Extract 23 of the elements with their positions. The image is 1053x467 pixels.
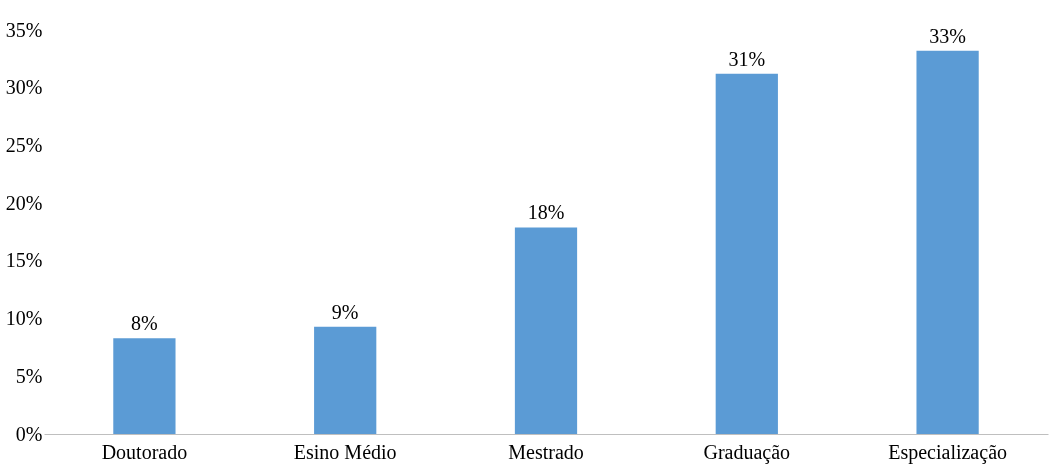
y-tick-label: 35% — [5, 18, 43, 41]
bar — [715, 73, 778, 434]
y-tick-label: 25% — [5, 133, 43, 156]
y-tick-label: 20% — [5, 191, 43, 214]
x-tick-label: Doutorado — [101, 440, 188, 463]
data-label: 8% — [131, 312, 158, 335]
bar — [314, 326, 377, 434]
data-label: 33% — [929, 24, 966, 47]
data-label: 31% — [728, 47, 766, 70]
bar — [916, 50, 979, 434]
y-tick-label: 10% — [5, 307, 43, 330]
bar — [514, 227, 578, 434]
bar — [113, 338, 176, 434]
y-tick-label: 30% — [5, 76, 43, 99]
data-label: 9% — [331, 300, 359, 323]
data-label: 18% — [527, 201, 565, 224]
y-tick-label: 5% — [15, 364, 43, 387]
x-tick-label: Especialização — [888, 440, 1008, 464]
y-tick-label: 15% — [5, 249, 43, 272]
x-tick-label: Mestrado — [508, 440, 584, 463]
x-tick-label: Graduação — [703, 440, 791, 464]
x-tick-label: Esino Médio — [293, 440, 397, 463]
y-tick-label: 0% — [15, 422, 43, 445]
